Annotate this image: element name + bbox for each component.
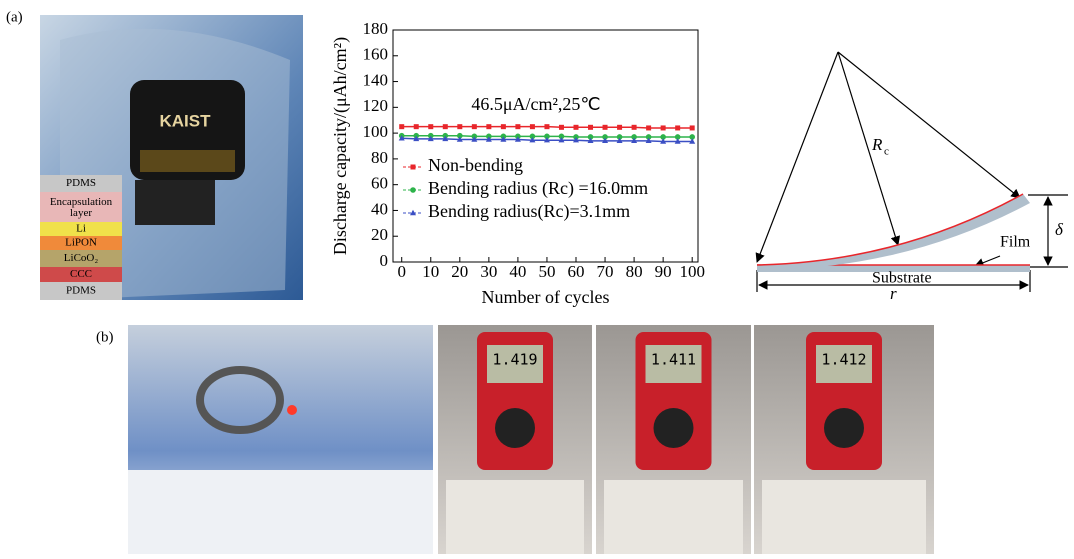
layer-label: PDMS — [66, 177, 96, 189]
point — [486, 124, 491, 129]
point — [574, 125, 579, 130]
point — [428, 124, 433, 129]
photo-logo: KAIST — [160, 111, 212, 130]
x-tick-label: 80 — [626, 262, 643, 281]
radius-label: R — [871, 135, 883, 154]
legend-label: Bending radius (Rc) =16.0mm — [428, 178, 648, 199]
legend-marker — [410, 187, 416, 193]
point — [588, 125, 593, 130]
meter-reading: 1.412 — [821, 351, 866, 369]
point — [399, 124, 404, 129]
radius-subscript: c — [884, 146, 889, 158]
point — [472, 124, 477, 129]
layer-label: LiPON — [65, 237, 97, 249]
legend-marker — [411, 165, 416, 170]
photo-meter-dial — [824, 408, 864, 448]
y-axis-title: Discharge capacity/(μAh/cm²) — [330, 37, 351, 255]
y-tick-label: 60 — [371, 174, 388, 193]
x-tick-label: 0 — [397, 262, 406, 281]
x-axis-title: Number of cycles — [482, 287, 610, 307]
point — [603, 125, 608, 130]
point — [501, 124, 506, 129]
chart: 0 20 40 60 80 100 120 140 160 180 0 10 20 30 40 50 60 70 8… — [330, 19, 705, 307]
meter-reading: 1.411 — [651, 351, 696, 369]
x-tick-label: 10 — [422, 262, 439, 281]
film-label: Film — [1000, 234, 1031, 251]
length-label: r — [890, 284, 897, 303]
x-tick-label: 20 — [451, 262, 468, 281]
photo-tab — [135, 180, 215, 225]
point — [530, 124, 535, 129]
x-tick-label: 70 — [597, 262, 614, 281]
legend-label: Bending radius(Rc)=3.1mm — [428, 201, 630, 222]
figure: (a) (b) KAIST PDMSEncapsulationlayerLiLi… — [0, 0, 1074, 554]
plot-frame — [393, 30, 698, 262]
meter-reading: 1.419 — [492, 351, 537, 369]
arrow — [838, 52, 898, 245]
x-tick-label: 90 — [655, 262, 672, 281]
y-tick-label: 100 — [363, 122, 389, 141]
point — [646, 125, 651, 130]
photo-glow — [140, 150, 235, 172]
point — [632, 125, 637, 130]
arrow — [838, 52, 1020, 198]
annotation: 46.5μA/cm²,25℃ — [471, 94, 600, 114]
meter-photos: 1.419 1.411 1.412 — [438, 325, 934, 554]
photo-meter-dial — [495, 408, 535, 448]
y-tick-label: 0 — [380, 251, 389, 270]
y-tick-label: 40 — [371, 199, 388, 218]
panel-label: (b) — [96, 329, 114, 345]
point — [414, 124, 419, 129]
point — [457, 124, 462, 129]
point — [515, 124, 520, 129]
layer-label: LiCoO₂ — [64, 252, 99, 264]
x-tick-label: 30 — [480, 262, 497, 281]
photo-paper — [128, 470, 433, 554]
y-tick-label: 160 — [363, 45, 389, 64]
point — [690, 125, 695, 130]
photo-breadboard — [604, 480, 743, 554]
layer-label: PDMS — [66, 285, 96, 297]
x-tick-label: 50 — [538, 262, 555, 281]
x-tick-label: 100 — [679, 262, 705, 281]
x-tick-label: 60 — [568, 262, 585, 281]
y-tick-label: 80 — [371, 148, 388, 167]
panel-label: (a) — [6, 9, 23, 25]
substrate-label: Substrate — [872, 270, 932, 287]
diagram — [757, 52, 1068, 292]
y-tick-label: 180 — [363, 19, 389, 38]
deflection-label: δ — [1055, 220, 1064, 239]
legend-label: Non-bending — [428, 155, 523, 175]
photo-led — [287, 405, 297, 415]
photo-breadboard — [446, 480, 584, 554]
arrow — [757, 52, 838, 262]
y-tick-label: 120 — [363, 96, 389, 115]
photo-breadboard — [762, 480, 926, 554]
point — [443, 124, 448, 129]
point — [559, 125, 564, 130]
point — [675, 125, 680, 130]
point — [544, 124, 549, 129]
point — [661, 125, 666, 130]
layer-label: CCC — [70, 268, 92, 280]
x-tick-label: 40 — [509, 262, 526, 281]
y-tick-label: 20 — [371, 225, 388, 244]
layer-label: Li — [76, 223, 86, 235]
photo-meter-dial — [654, 408, 694, 448]
y-tick-label: 140 — [363, 70, 389, 89]
point — [617, 125, 622, 130]
